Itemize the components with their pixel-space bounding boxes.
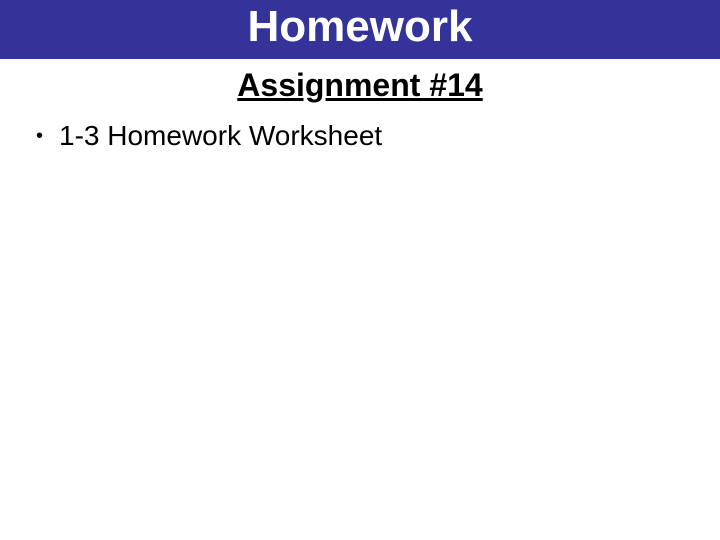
subtitle-text: Assignment #14 [237, 67, 482, 103]
list-item-text: 1-3 Homework Worksheet [59, 118, 684, 153]
list-item: • 1-3 Homework Worksheet [36, 118, 684, 154]
slide-content: • 1-3 Homework Worksheet [0, 118, 720, 154]
slide-title: Homework [248, 2, 473, 51]
slide-title-bar: Homework [0, 0, 720, 59]
slide-subtitle: Assignment #14 [0, 59, 720, 118]
bullet-icon: • [36, 118, 43, 154]
